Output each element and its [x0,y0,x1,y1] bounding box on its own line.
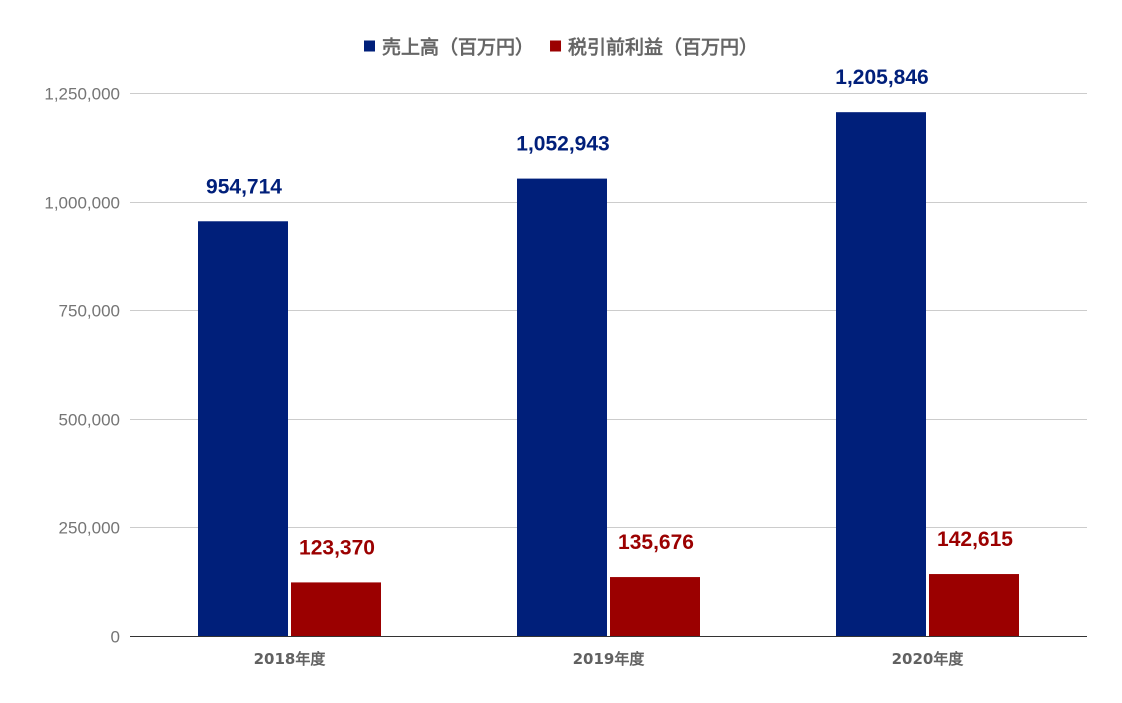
y-tick-label: 250,000 [59,519,120,538]
legend-label: 税引前利益（百万円） [568,36,758,59]
data-label: 954,714 [206,175,282,198]
x-tick-label: 2018年度 [254,650,327,668]
y-tick-label: 0 [111,628,120,647]
legend: 売上高（百万円） 税引前利益（百万円） [364,36,758,59]
data-label: 142,615 [937,528,1013,551]
y-tick-label: 500,000 [59,411,120,430]
bar-pretax-profit [929,574,1019,636]
y-tick-label: 1,250,000 [44,85,120,104]
gridlines [130,93,1087,637]
data-label: 135,676 [618,531,694,554]
bar-sales [517,178,607,636]
x-tick-label: 2020年度 [892,650,965,668]
legend-swatch [364,40,375,52]
bar-pretax-profit [291,582,381,636]
data-labels: 954,714 123,370 1,052,943 135,676 1,205,846 1… [206,66,1013,559]
data-label: 123,370 [299,536,375,559]
x-axis-ticks: 2018年度 2019年度 2020年度 [254,650,965,668]
bar-pretax-profit [610,577,700,636]
y-axis-ticks: 0 250,000 500,000 750,000 1,000,000 1,250,000 [44,85,120,647]
bar-sales [836,112,926,637]
legend-swatch [550,40,562,52]
x-tick-label: 2019年度 [573,650,646,668]
bars [198,112,1019,637]
data-label: 1,205,846 [835,66,928,89]
y-tick-label: 750,000 [59,302,120,321]
y-tick-label: 1,000,000 [44,194,120,213]
legend-label: 売上高（百万円） [382,36,534,59]
data-label: 1,052,943 [516,133,609,156]
bar-sales [198,221,288,637]
